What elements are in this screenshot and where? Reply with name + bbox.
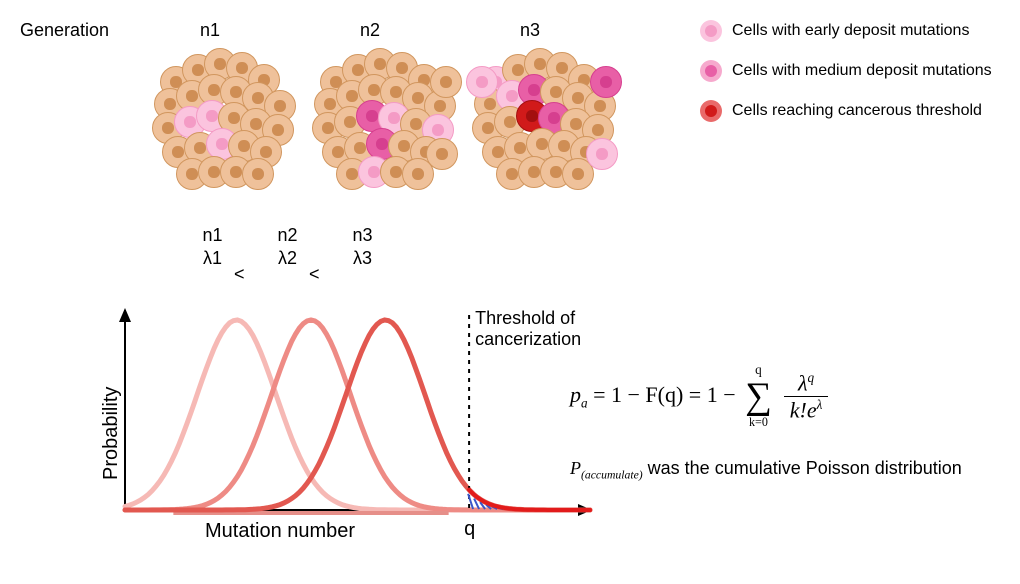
cell <box>242 158 274 190</box>
legend-row: Cells reaching cancerous threshold <box>700 100 982 122</box>
lambda-row: λ1<λ2<λ3 <box>175 248 400 269</box>
y-axis-label: Probability <box>100 387 123 480</box>
n-row: n1n2n3 <box>175 225 400 246</box>
formula-note: P(accumulate) was the cumulative Poisson… <box>570 458 962 482</box>
formula-block: pa = 1 − F(q) = 1 − q∑k=0λqk!eλ P(accumul… <box>570 370 962 481</box>
cluster-label: n2 <box>360 20 380 41</box>
q-label: q <box>464 518 475 541</box>
threshold-label: Threshold of cancerization <box>475 308 600 350</box>
probability-chart: Probability Mutation number Threshold of c… <box>90 300 600 550</box>
generation-label: Generation <box>20 20 109 41</box>
cell <box>426 138 458 170</box>
cluster-label: n1 <box>200 20 220 41</box>
cluster-label: n3 <box>520 20 540 41</box>
legend-row: Cells with early deposit mutations <box>700 20 969 42</box>
cell <box>430 66 462 98</box>
cell <box>590 66 622 98</box>
curve-labels: n1n2n3λ1<λ2<λ3 <box>175 225 400 269</box>
legend-text: Cells with early deposit mutations <box>732 22 969 39</box>
legend-text: Cells with medium deposit mutations <box>732 62 992 79</box>
cell <box>586 138 618 170</box>
legend-row: Cells with medium deposit mutations <box>700 60 992 82</box>
cell <box>466 66 498 98</box>
x-axis-label: Mutation number <box>205 520 355 543</box>
legend-text: Cells reaching cancerous threshold <box>732 102 982 119</box>
formula-line1: pa = 1 − F(q) = 1 − q∑k=0λqk!eλ <box>570 370 962 424</box>
